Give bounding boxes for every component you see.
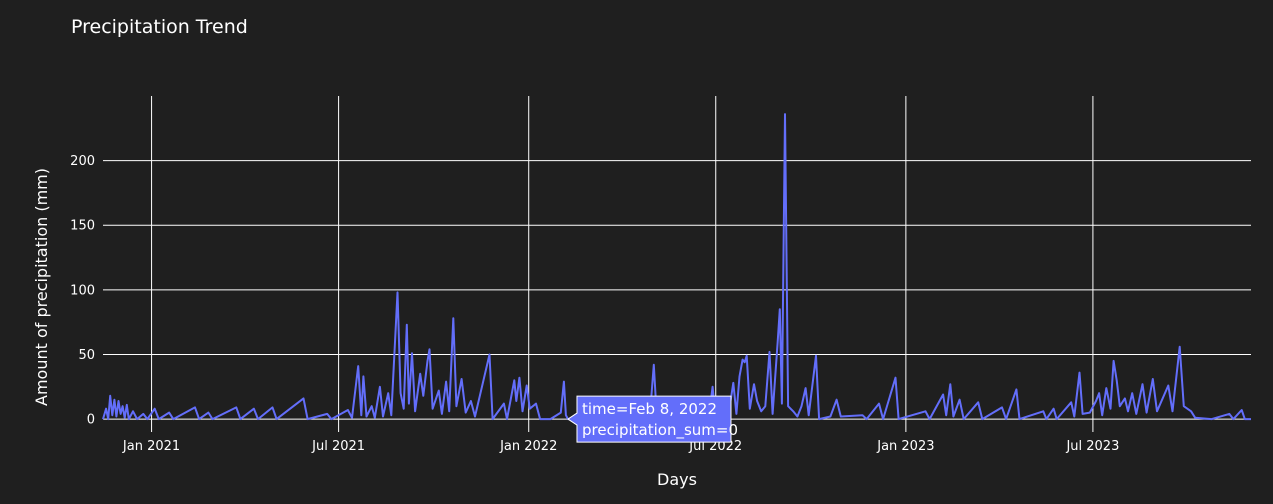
y-axis-title: Amount of precipitation (mm) [32,168,51,406]
x-tick-label: Jul 2021 [311,439,365,454]
hover-tooltip: time=Feb 8, 2022 precipitation_sum=0 [567,395,738,443]
tooltip-box [567,395,732,443]
x-axis-title: Days [657,470,697,489]
x-tick-label: Jan 2022 [499,439,557,454]
tick-labels: 0 50 100 150 200 Jan 2021 Jul 2021 Jan 2022 Jul … [70,154,1119,454]
y-tick-label: 200 [70,154,95,169]
y-tick-label: 150 [70,219,95,234]
tooltip-line: precipitation_sum=0 [582,421,738,440]
x-tick-label: Jul 2023 [1065,439,1119,454]
tooltip-line: time=Feb 8, 2022 [582,400,717,418]
y-tick-label: 100 [70,283,95,298]
x-tick-label: Jul 2022 [688,439,742,454]
y-tick-label: 50 [78,348,95,363]
y-tick-label: 0 [87,413,95,428]
x-tick-label: Jan 2021 [122,439,180,454]
gridlines [103,96,1251,432]
x-tick-label: Jan 2023 [876,439,934,454]
chart-title: Precipitation Trend [71,16,248,38]
